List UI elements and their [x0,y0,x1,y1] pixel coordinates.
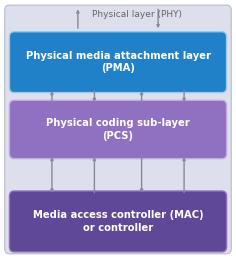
Text: Physical layer (PHY): Physical layer (PHY) [92,10,182,19]
FancyBboxPatch shape [9,32,227,93]
FancyBboxPatch shape [9,191,227,252]
Text: Physical media attachment layer
(PMA): Physical media attachment layer (PMA) [25,51,211,73]
Text: Media access controller (MAC)
or controller: Media access controller (MAC) or control… [33,210,203,233]
FancyBboxPatch shape [5,5,231,254]
Text: Physical coding sub-layer
(PCS): Physical coding sub-layer (PCS) [46,118,190,141]
FancyBboxPatch shape [9,100,227,159]
